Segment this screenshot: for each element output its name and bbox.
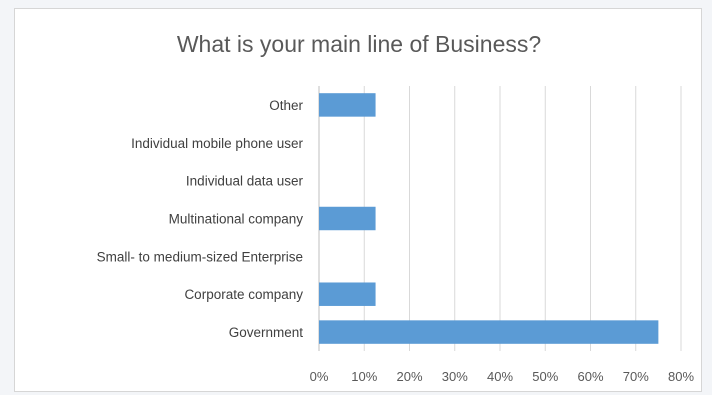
category-label: Government [229,325,304,340]
x-tick-label: 40% [487,369,513,384]
x-tick-label: 10% [351,369,377,384]
bar-chart-plot: 0% 10% 20% 30% 40% 50% 60% 70% 80% Other Individua… [97,86,694,384]
x-tick-label: 30% [442,369,468,384]
category-label: Individual data user [186,174,304,189]
category-label: Individual mobile phone user [131,136,303,151]
bar [319,206,376,231]
chart-container: What is your main line of Business? 0% 10… [14,8,702,392]
x-tick-label: 50% [532,369,558,384]
x-tick-label: 60% [577,369,603,384]
bar [319,93,376,117]
x-tick-label: 70% [623,369,649,384]
bar [319,320,659,344]
x-tick-label: 80% [668,369,694,384]
category-label: Other [269,98,303,113]
x-tick-label: 20% [396,369,422,384]
bar [319,282,376,306]
chart-title: What is your main line of Business? [176,31,542,57]
category-label: Small- to medium-sized Enterprise [97,249,303,264]
x-tick-label: 0% [310,369,329,384]
category-label: Multinational company [169,212,304,227]
category-label: Corporate company [184,287,303,302]
